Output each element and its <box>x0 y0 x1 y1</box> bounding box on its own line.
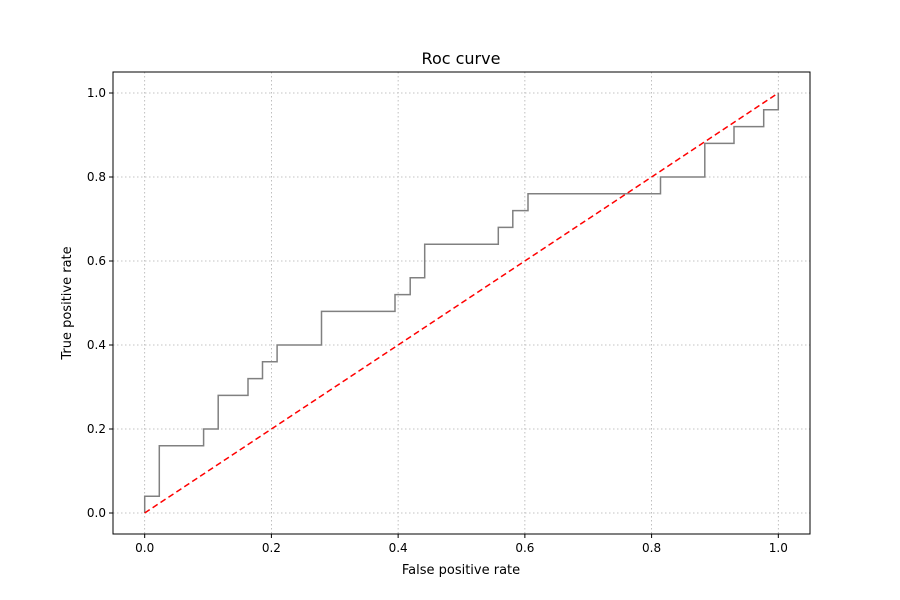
chart-title: Roc curve <box>422 49 501 68</box>
chance-diagonal-line <box>144 92 779 514</box>
plot-frame <box>112 71 811 535</box>
y-axis-label: True positive rate <box>60 246 75 360</box>
y-tick-label: 0.4 <box>87 338 106 352</box>
y-tick-label: 0.0 <box>87 506 106 520</box>
y-tick-label: 1.0 <box>87 86 106 100</box>
x-axis-label: False positive rate <box>402 563 520 578</box>
x-tick-label: 0.2 <box>262 541 281 555</box>
grid <box>113 72 810 534</box>
y-tick-label: 0.2 <box>87 422 106 436</box>
x-tick-label: 1.0 <box>769 541 788 555</box>
x-tick-label: 0.4 <box>389 541 408 555</box>
ticks: 0.0 0.2 0.4 0.6 0.8 1.0 0.0 0.2 0.4 0.6 0.8 1.0 <box>87 86 788 555</box>
y-tick-label: 0.8 <box>87 170 106 184</box>
roc-step-line <box>143 93 780 513</box>
series-layer <box>143 92 780 514</box>
y-tick-label: 0.6 <box>87 254 106 268</box>
x-tick-label: 0.0 <box>135 541 154 555</box>
x-tick-label: 0.8 <box>642 541 661 555</box>
x-tick-label: 0.6 <box>515 541 534 555</box>
